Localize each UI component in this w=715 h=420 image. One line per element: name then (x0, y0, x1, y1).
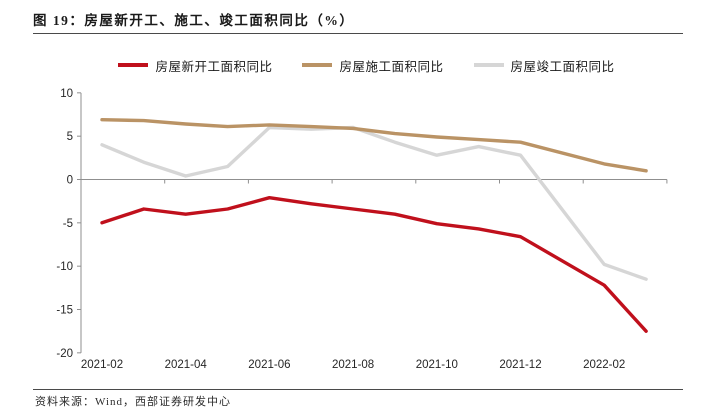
completed-line-swatch-icon (473, 63, 504, 67)
footer-divider (33, 389, 683, 390)
title-divider (33, 33, 683, 34)
series-line-1 (100, 118, 648, 173)
x-tick-label: 2021-04 (165, 359, 208, 371)
y-tick-label: -15 (56, 305, 73, 317)
x-tick-label: 2021-10 (416, 359, 458, 371)
y-tick-label: -10 (56, 261, 73, 273)
y-tick-label: -20 (56, 348, 73, 360)
line-chart-canvas: 10 5 0 -5 -10 -15 -20 2021-02 2021-04 2021-06 2021… (56, 88, 668, 371)
series-line-0 (100, 195, 648, 333)
x-tick-label: 2021-08 (332, 359, 374, 371)
y-tick-label: -5 (63, 218, 73, 230)
y-tick-label: 10 (60, 88, 73, 100)
chart-legend: 房屋新开工面积同比 房屋施工面积同比 房屋竣工面积同比 (0, 56, 715, 74)
legend-item-under-construction: 房屋施工面积同比 (302, 56, 443, 75)
x-tick-label: 2021-02 (81, 359, 123, 371)
under-construction-line-swatch-icon (302, 63, 333, 67)
chart-area: 10 5 0 -5 -10 -15 -20 2021-02 2021-04 2021-06 2021… (0, 75, 715, 385)
legend-item-completed: 房屋竣工面积同比 (473, 56, 615, 75)
y-tick-label: 5 (67, 131, 73, 143)
x-tick-label: 2021-06 (248, 359, 290, 371)
series-line-2 (100, 125, 648, 281)
legend-label: 房屋新开工面积同比 (155, 59, 273, 74)
y-tick-label: 0 (67, 175, 73, 187)
new-starts-line-swatch-icon (118, 63, 149, 67)
legend-item-new-starts: 房屋新开工面积同比 (118, 56, 272, 75)
x-tick-label: 2021-12 (499, 359, 541, 371)
legend-label: 房屋施工面积同比 (339, 59, 444, 74)
figure-title: 图 19：房屋新开工、施工、竣工面积同比（%） (33, 13, 355, 28)
x-tick-label: 2022-02 (583, 359, 625, 371)
legend-label: 房屋竣工面积同比 (510, 59, 615, 74)
source-note: 资料来源：Wind，西部证券研发中心 (35, 396, 231, 408)
